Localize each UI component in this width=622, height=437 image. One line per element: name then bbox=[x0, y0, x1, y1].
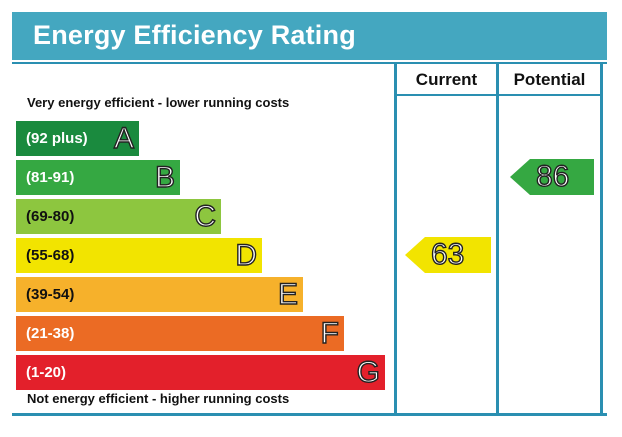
band-e: (39-54) E bbox=[16, 277, 303, 312]
band-range-label: (21-38) bbox=[26, 325, 75, 342]
band-letter: F bbox=[320, 316, 340, 350]
band-f: (21-38) F bbox=[16, 316, 344, 351]
band-g: (1-20) G bbox=[16, 355, 385, 390]
column-divider-middle bbox=[496, 64, 499, 414]
band-letter: A bbox=[113, 121, 134, 155]
current-rating-arrow-fill bbox=[405, 237, 491, 273]
frame-top-rule bbox=[12, 62, 607, 64]
potential-rating-arrow-value: 86 bbox=[535, 159, 570, 193]
column-header-rule bbox=[394, 94, 603, 96]
band-letter: G bbox=[356, 355, 381, 389]
header-bar: Energy Efficiency Rating bbox=[12, 12, 607, 60]
band-range-label: (81-91) bbox=[26, 169, 75, 186]
band-letter: D bbox=[235, 238, 258, 272]
band-range-label: (92 plus) bbox=[26, 130, 88, 147]
frame-bottom-rule bbox=[12, 413, 607, 416]
band-c: (69-80) C bbox=[16, 199, 221, 234]
current-rating-arrow-shape bbox=[405, 237, 491, 273]
band-range-label: (39-54) bbox=[26, 286, 75, 303]
band-d: (55-68) D bbox=[16, 238, 262, 273]
band-letter: E bbox=[277, 277, 298, 311]
potential-rating-arrow-fill bbox=[510, 159, 594, 195]
current-rating-arrow-value: 63 bbox=[430, 237, 465, 271]
band-letter: C bbox=[194, 199, 217, 233]
current-column-header: Current bbox=[415, 70, 478, 89]
band-letter: B bbox=[154, 160, 175, 194]
band-range-label: (1-20) bbox=[26, 364, 67, 381]
current-rating-arrow: 63 bbox=[405, 237, 491, 273]
potential-column-header: Potential bbox=[513, 70, 586, 89]
caption-top: Very energy efficient - lower running co… bbox=[27, 95, 290, 110]
potential-rating-arrow-shape bbox=[510, 159, 594, 195]
band-a: (92 plus) A bbox=[16, 121, 139, 156]
caption-bottom: Not energy efficient - higher running co… bbox=[27, 391, 290, 406]
potential-rating-arrow: 86 bbox=[510, 159, 594, 195]
band-b: (81-91) B bbox=[16, 160, 180, 195]
band-range-label: (69-80) bbox=[26, 208, 75, 225]
column-divider-left bbox=[394, 64, 397, 414]
band-range-label: (55-68) bbox=[26, 247, 75, 264]
page-title: Energy Efficiency Rating bbox=[33, 20, 356, 50]
column-divider-right bbox=[600, 64, 603, 414]
